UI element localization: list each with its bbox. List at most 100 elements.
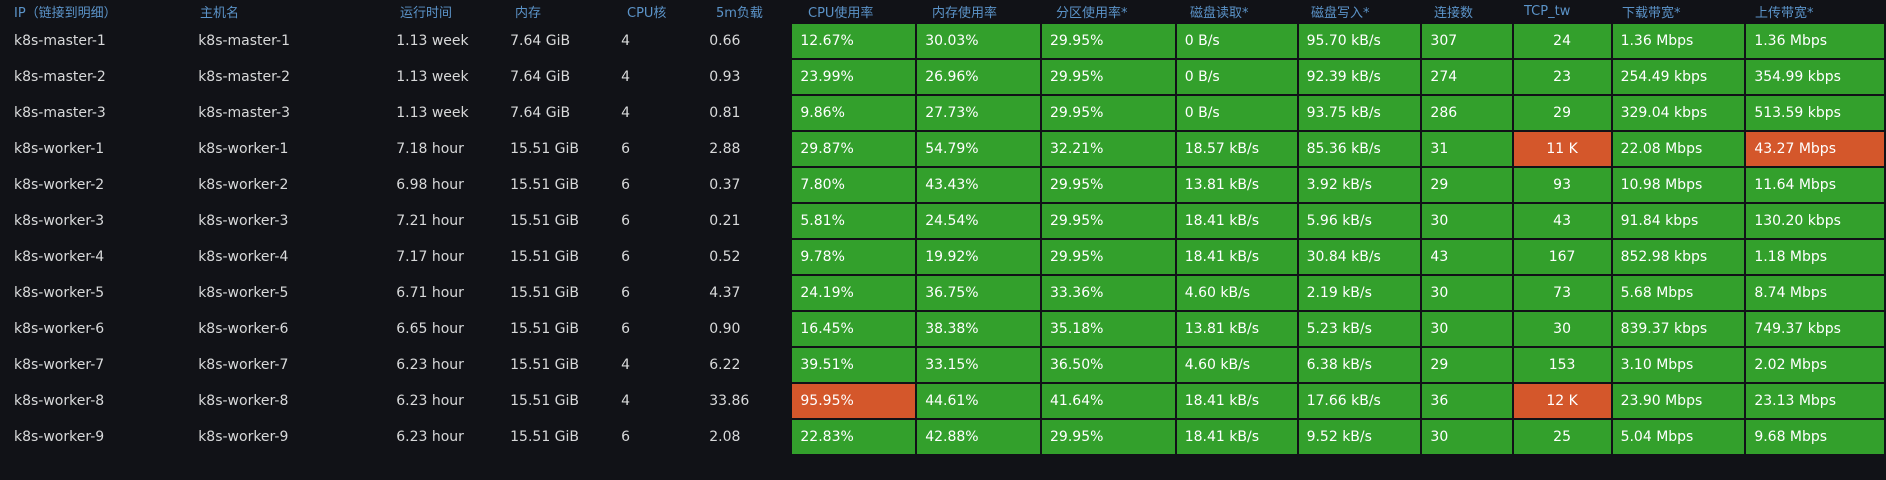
col-download-cell: 1.36 Mbps — [1612, 24, 1745, 58]
col-mem-usage-cell: 38.38% — [917, 312, 1041, 346]
col-download-cell: 839.37 kbps — [1612, 312, 1745, 346]
col-hostname-cell: k8s-master-1 — [198, 33, 290, 49]
col-hostname-cell: k8s-master-3 — [198, 105, 290, 121]
col-connections-cell: 286 — [1422, 96, 1512, 130]
col-uptime-header[interactable]: 运行时间 — [400, 5, 453, 21]
col-hostname-cell: k8s-worker-3 — [198, 213, 289, 229]
col-load-5m-cell: 0.66 — [709, 33, 741, 49]
col-disk-usage-cell: 29.95% — [1042, 240, 1175, 274]
host-detail-link[interactable]: k8s-worker-4 — [14, 249, 105, 265]
col-load-5m-header[interactable]: 5m负载 — [716, 5, 763, 21]
col-mem-usage-cell: 19.92% — [917, 240, 1041, 274]
table-row: k8s-master-3 k8s-master-3 1.13 week 7.64 Gi… — [0, 95, 1886, 131]
col-disk-write-cell: 92.39 kB/s — [1298, 60, 1421, 94]
host-detail-link[interactable]: k8s-worker-6 — [14, 321, 105, 337]
col-mem-usage-cell: 30.03% — [917, 24, 1041, 58]
col-connections-cell: 30 — [1422, 420, 1512, 454]
col-disk-read-cell: 13.81 kB/s — [1176, 168, 1297, 202]
col-cpu-usage-header[interactable]: CPU使用率 — [808, 5, 874, 21]
host-detail-link[interactable]: k8s-master-1 — [14, 33, 106, 49]
col-memory-cell: 15.51 GiB — [510, 141, 580, 157]
col-upload-cell: 1.18 Mbps — [1746, 240, 1884, 274]
table-row: k8s-worker-6 k8s-worker-6 6.65 hour 15.51 G… — [0, 311, 1886, 347]
col-hostname-cell: k8s-worker-5 — [198, 285, 289, 301]
col-cpu-usage-cell: 39.51% — [792, 348, 916, 382]
host-detail-link[interactable]: k8s-master-3 — [14, 105, 106, 121]
col-download-cell: 329.04 kbps — [1612, 96, 1745, 130]
node-table: IP（链接到明细） 主机名 运行时间 内存 CPU核 5m负载 CPU使用率 内存使用率 分区使… — [0, 3, 1886, 455]
col-ip-header[interactable]: IP（链接到明细） — [14, 5, 117, 21]
col-tcp-tw-cell: 24 — [1513, 24, 1611, 58]
col-hostname-header[interactable]: 主机名 — [200, 5, 240, 21]
col-connections-cell: 274 — [1422, 60, 1512, 94]
table-row: k8s-worker-3 k8s-worker-3 7.21 hour 15.51 G… — [0, 203, 1886, 239]
table-row: k8s-master-1 k8s-master-1 1.13 week 7.64 Gi… — [0, 23, 1886, 59]
col-ip-cell: k8s-worker-4 — [0, 249, 190, 265]
col-download-cell: 22.08 Mbps — [1612, 132, 1745, 166]
col-disk-read-header[interactable]: 磁盘读取* — [1190, 5, 1249, 21]
col-connections-header[interactable]: 连接数 — [1434, 5, 1474, 21]
col-connections-cell: 30 — [1422, 276, 1512, 310]
col-disk-read-cell: 18.57 kB/s — [1176, 132, 1297, 166]
col-disk-read-cell: 13.81 kB/s — [1176, 312, 1297, 346]
col-tcp-tw-header[interactable]: TCP_tw — [1524, 3, 1571, 19]
col-upload-cell: 1.36 Mbps — [1746, 24, 1884, 58]
col-disk-usage-header[interactable]: 分区使用率* — [1056, 5, 1128, 21]
col-download-header[interactable]: 下载带宽* — [1622, 5, 1681, 21]
col-ip-cell: k8s-worker-8 — [0, 393, 190, 409]
col-cpu-cores-cell: 4 — [621, 393, 630, 409]
col-load-5m-cell: 0.37 — [709, 177, 741, 193]
col-uptime-cell: 1.13 week — [396, 105, 469, 121]
col-upload-cell: 749.37 kbps — [1746, 312, 1884, 346]
col-uptime-cell: 6.71 hour — [396, 285, 464, 301]
col-disk-read-cell: 18.41 kB/s — [1176, 420, 1297, 454]
col-uptime-cell: 1.13 week — [396, 33, 469, 49]
col-download-cell: 254.49 kbps — [1612, 60, 1745, 94]
col-tcp-tw-cell: 30 — [1513, 312, 1611, 346]
host-detail-link[interactable]: k8s-worker-8 — [14, 393, 105, 409]
col-load-5m-cell: 6.22 — [709, 357, 741, 373]
col-mem-usage-cell: 24.54% — [917, 204, 1041, 238]
host-detail-link[interactable]: k8s-worker-7 — [14, 357, 105, 373]
host-detail-link[interactable]: k8s-worker-5 — [14, 285, 105, 301]
col-mem-usage-cell: 43.43% — [917, 168, 1041, 202]
host-detail-link[interactable]: k8s-worker-2 — [14, 177, 105, 193]
col-mem-usage-header[interactable]: 内存使用率 — [932, 5, 998, 21]
col-cpu-cores-cell: 6 — [621, 429, 630, 445]
col-load-5m-cell: 2.08 — [709, 429, 741, 445]
col-hostname-cell: k8s-worker-9 — [198, 429, 289, 445]
col-download-cell: 5.68 Mbps — [1612, 276, 1745, 310]
col-download-cell: 10.98 Mbps — [1612, 168, 1745, 202]
table-row: k8s-worker-9 k8s-worker-9 6.23 hour 15.51 G… — [0, 419, 1886, 455]
col-disk-usage-cell: 29.95% — [1042, 24, 1175, 58]
col-uptime-cell: 1.13 week — [396, 69, 469, 85]
host-detail-link[interactable]: k8s-worker-1 — [14, 141, 105, 157]
col-mem-usage-cell: 54.79% — [917, 132, 1041, 166]
col-cpu-cores-cell: 6 — [621, 141, 630, 157]
host-detail-link[interactable]: k8s-master-2 — [14, 69, 106, 85]
col-connections-cell: 31 — [1422, 132, 1512, 166]
col-upload-cell: 43.27 Mbps — [1746, 132, 1884, 166]
col-memory-header[interactable]: 内存 — [515, 5, 542, 21]
col-disk-read-cell: 18.41 kB/s — [1176, 240, 1297, 274]
col-connections-cell: 30 — [1422, 204, 1512, 238]
col-connections-cell: 29 — [1422, 348, 1512, 382]
col-cpu-cores-cell: 6 — [621, 177, 630, 193]
col-load-5m-cell: 0.90 — [709, 321, 741, 337]
col-download-cell: 5.04 Mbps — [1612, 420, 1745, 454]
col-uptime-cell: 6.23 hour — [396, 357, 464, 373]
col-disk-write-cell: 30.84 kB/s — [1298, 240, 1421, 274]
col-tcp-tw-cell: 29 — [1513, 96, 1611, 130]
host-detail-link[interactable]: k8s-worker-9 — [14, 429, 105, 445]
table-row: k8s-worker-4 k8s-worker-4 7.17 hour 15.51 G… — [0, 239, 1886, 275]
col-upload-header[interactable]: 上传带宽* — [1755, 5, 1814, 21]
col-uptime-cell: 6.23 hour — [396, 429, 464, 445]
col-cpu-usage-cell: 95.95% — [792, 384, 916, 418]
col-cpu-usage-cell: 9.86% — [792, 96, 916, 130]
col-disk-write-cell: 95.70 kB/s — [1298, 24, 1421, 58]
col-cpu-cores-cell: 4 — [621, 33, 630, 49]
col-cpu-cores-header[interactable]: CPU核 — [627, 5, 667, 21]
host-detail-link[interactable]: k8s-worker-3 — [14, 213, 105, 229]
col-disk-write-header[interactable]: 磁盘写入* — [1311, 5, 1370, 21]
table-body: k8s-master-1 k8s-master-1 1.13 week 7.64 Gi… — [0, 23, 1886, 455]
